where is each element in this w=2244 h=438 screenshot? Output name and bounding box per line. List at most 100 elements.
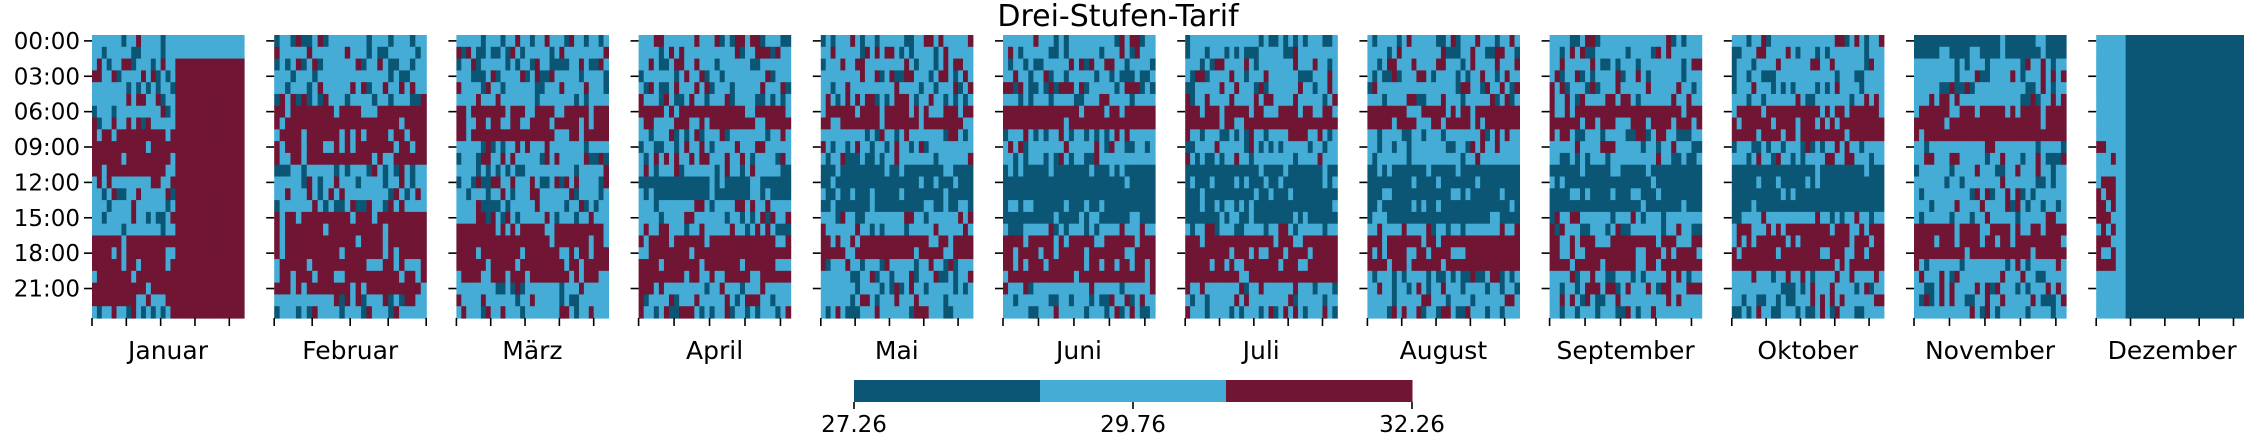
heatmap-cell: [239, 35, 245, 48]
heatmap-cell: [1013, 306, 1019, 319]
heatmap-cell: [874, 82, 881, 95]
heatmap-cell: [279, 70, 286, 83]
heatmap-cell: [734, 164, 741, 178]
heatmap-cell: [938, 282, 944, 296]
heatmap-cell: [739, 46, 746, 60]
heatmap-cell: [663, 235, 670, 248]
heatmap-cell: [136, 211, 142, 225]
heatmap-cell: [1283, 141, 1289, 154]
heatmap-cell: [382, 105, 389, 119]
heatmap-cell: [290, 176, 297, 189]
heatmap-cell: [485, 35, 492, 48]
heatmap-cell: [366, 235, 373, 248]
heatmap-cell: [1124, 58, 1131, 71]
heatmap-cell: [1038, 200, 1045, 213]
heatmap-cell: [1023, 176, 1029, 189]
heatmap-cell: [328, 164, 335, 178]
heatmap-cell: [495, 129, 502, 142]
heatmap-cell: [578, 58, 585, 71]
heatmap-cell: [569, 164, 575, 178]
heatmap-cell: [770, 105, 776, 119]
heatmap-cell: [1028, 46, 1034, 60]
heatmap-cell: [1239, 93, 1245, 107]
heatmap-cell: [476, 93, 482, 107]
heatmap-cell: [199, 93, 206, 107]
heatmap-cell: [1109, 211, 1116, 225]
heatmap-cell: [1119, 152, 1126, 166]
heatmap-cell: [301, 35, 308, 48]
heatmap-cell: [1094, 200, 1100, 213]
heatmap-cell: [328, 105, 335, 119]
heatmap-cell: [525, 46, 531, 60]
heatmap-cell: [684, 70, 690, 83]
heatmap-cell: [564, 235, 570, 248]
heatmap-cell: [1053, 141, 1060, 154]
heatmap-cell: [734, 117, 741, 130]
heatmap-cell: [234, 82, 240, 95]
heatmap-cell: [869, 164, 876, 178]
heatmap-cell: [653, 82, 660, 95]
heatmap-cell: [1139, 58, 1146, 71]
heatmap-cell: [583, 117, 590, 130]
heatmap-cell: [864, 306, 871, 319]
heatmap-cell: [559, 93, 565, 107]
heatmap-cell: [569, 70, 575, 83]
heatmap-cell: [1038, 259, 1045, 272]
heatmap-cell: [515, 211, 521, 225]
heatmap-cell: [739, 152, 746, 166]
heatmap-cell: [1089, 152, 1095, 166]
x-ticks: [273, 318, 428, 326]
heatmap-cell: [928, 164, 935, 178]
heatmap-cell: [1053, 70, 1060, 83]
heatmap-cell: [404, 200, 411, 213]
heatmap-cell: [170, 58, 176, 71]
heatmap-cell: [490, 46, 497, 60]
heatmap-cell: [554, 259, 560, 272]
heatmap-cell: [301, 93, 308, 107]
heatmap-cell: [1199, 294, 1206, 307]
heatmap-cell: [1134, 105, 1141, 119]
heatmap-cell: [583, 282, 590, 296]
heatmap-cell: [1079, 200, 1085, 213]
heatmap-cell: [653, 282, 660, 296]
heatmap-cell: [500, 247, 507, 260]
heatmap-cell: [204, 105, 211, 119]
heatmap-cell: [510, 294, 516, 307]
heatmap-cell: [96, 270, 103, 284]
heatmap-cell: [913, 58, 920, 71]
heatmap-cell: [529, 58, 536, 71]
heatmap-cell: [1268, 46, 1275, 60]
heatmap-cell: [663, 58, 670, 71]
heatmap-cell: [1244, 223, 1250, 237]
heatmap-cell: [1013, 152, 1019, 166]
heatmap-cell: [361, 235, 368, 248]
heatmap-cell: [485, 200, 492, 213]
heatmap-cell: [1084, 105, 1090, 119]
heatmap-cell: [775, 129, 782, 142]
heatmap-cell: [490, 176, 497, 189]
heatmap-cell: [643, 129, 650, 142]
heatmap-cell: [160, 294, 167, 307]
heatmap-cell: [500, 176, 507, 189]
heatmap-cell: [904, 117, 910, 130]
heatmap-cell: [840, 176, 846, 189]
heatmap-cell: [1094, 105, 1100, 119]
heatmap-cell: [101, 200, 108, 213]
heatmap-cell: [420, 176, 427, 189]
heatmap-cell: [279, 188, 286, 201]
heatmap-cell: [825, 58, 832, 71]
heatmap-cell: [106, 129, 113, 142]
heatmap-cell: [583, 58, 590, 71]
heatmap-cell: [1214, 211, 1221, 225]
heatmap-cell: [1129, 46, 1136, 60]
heatmap-cell: [1003, 70, 1009, 83]
heatmap-cell: [1003, 152, 1009, 166]
heatmap-cell: [1008, 141, 1014, 154]
heatmap-cell: [918, 188, 925, 201]
heatmap-cell: [476, 211, 482, 225]
heatmap-cell: [1089, 82, 1095, 95]
heatmap-cell: [1063, 188, 1070, 201]
heatmap-cell: [684, 223, 690, 237]
heatmap-cell: [770, 188, 776, 201]
heatmap-cell: [116, 294, 123, 307]
